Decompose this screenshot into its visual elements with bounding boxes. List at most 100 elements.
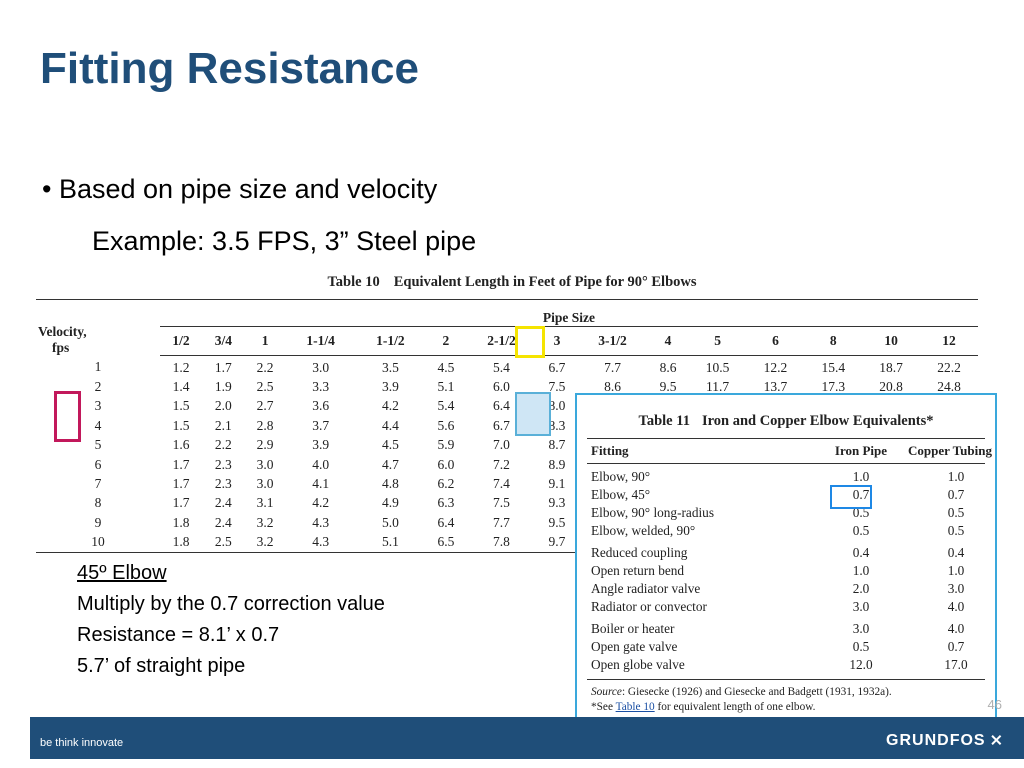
pipe-size-col-header: 5 — [688, 326, 747, 356]
length-cell: 5.6 — [437, 417, 455, 433]
iron-pipe-value: 0.5 — [852, 505, 870, 520]
iron-pipe-value: 0.4 — [852, 545, 870, 560]
pipe-size-col-header: 3/4 — [202, 326, 245, 356]
length-cell: 3.5 — [381, 359, 399, 375]
length-cell: 8.6 — [604, 379, 621, 395]
length-cell: 9.1 — [548, 476, 566, 492]
pipe-size-col-header: 10 — [862, 326, 921, 356]
pipe-size-col-header: 1 — [244, 326, 286, 356]
length-cell: 24.8 — [937, 379, 961, 395]
length-cell: 4.0 — [312, 456, 330, 472]
table11-row: Open return bend 1.0 1.0 — [591, 563, 985, 581]
length-cell: 7.8 — [493, 534, 510, 550]
copper-tubing-value: 1.0 — [947, 469, 965, 484]
length-cell: 7.7 — [604, 359, 621, 375]
length-cell: 2.8 — [256, 417, 274, 433]
fitting-name: Open globe valve — [591, 657, 685, 672]
table11-header-iron: Iron Pipe — [834, 443, 888, 458]
length-cell: 3.3 — [312, 379, 330, 395]
length-cell: 3.6 — [312, 398, 330, 414]
length-cell: 9.7 — [548, 534, 566, 550]
length-cell: 4.3 — [312, 514, 330, 530]
fitting-name: Elbow, 90° long-radius — [591, 505, 715, 520]
copper-tubing-value: 3.0 — [947, 581, 965, 596]
length-cell: 17.3 — [821, 379, 846, 395]
table-row: 7 1.7 2.3 3.0 4.1 4.8 6.2 7.4 9.1 — [36, 474, 978, 493]
velocity-header-label: Velocity, — [38, 323, 87, 339]
velocity-header: Velocity, fps — [36, 300, 160, 356]
length-cell: 4.5 — [381, 437, 399, 453]
velocity-cell: 9 — [94, 514, 102, 530]
length-cell: 6.7 — [548, 359, 566, 375]
iron-pipe-value: 0.5 — [852, 523, 870, 538]
iron-pipe-value: 0.5 — [852, 639, 870, 654]
pipe-size-col-header: 3-1/2 — [577, 326, 648, 356]
length-cell: 7.7 — [493, 514, 510, 530]
table11-row: Elbow, 90° long-radius 0.5 0.5 — [591, 505, 985, 523]
length-cell: 4.8 — [381, 476, 399, 492]
length-cell: 2.4 — [214, 514, 232, 530]
length-cell: 18.7 — [879, 359, 903, 375]
table10-link[interactable]: Table 10 — [615, 701, 655, 713]
length-cell: 2.4 — [214, 495, 232, 511]
table11-row: Open globe valve 12.0 17.0 — [591, 657, 985, 675]
brand-name: GRUNDFOS — [886, 732, 986, 749]
table11-header-copper: Copper Tubing — [908, 443, 992, 458]
length-cell: 7.5 — [548, 379, 566, 395]
length-cell: 9.5 — [659, 379, 677, 395]
slide-title: Fitting Resistance — [40, 44, 419, 93]
elbow-equivalent-length-table: Velocity, fps Pipe Size 1/2 3/4 1 1-1/4 1-1/… — [36, 299, 978, 553]
pipe-size-col-header: 6 — [746, 326, 805, 356]
footnote-suffix: for equivalent length of one elbow. — [654, 701, 816, 713]
length-cell: 5.4 — [493, 359, 510, 375]
length-cell: 1.8 — [172, 514, 190, 530]
length-cell: 6.0 — [493, 379, 510, 395]
length-cell: 4.3 — [312, 534, 330, 550]
table10-caption: Table 10 Equivalent Length in Feet of Pip… — [0, 274, 1024, 291]
length-cell: 8.3 — [548, 417, 566, 433]
length-cell: 9.3 — [548, 495, 566, 511]
length-cell: 20.8 — [879, 379, 903, 395]
bullet-point: • Based on pipe size and velocity — [42, 174, 438, 204]
length-cell: 5.1 — [381, 534, 399, 550]
velocity-cell: 10 — [91, 534, 105, 550]
iron-pipe-value: 1.0 — [852, 563, 870, 578]
table11-caption: Table 11 Iron and Copper Elbow Equivalent… — [577, 413, 995, 430]
copper-tubing-value: 0.7 — [947, 487, 965, 502]
length-cell: 1.2 — [172, 359, 190, 375]
table11-bottom-rule — [587, 679, 985, 680]
length-cell: 6.2 — [437, 476, 455, 492]
fitting-name: Angle radiator valve — [591, 581, 701, 596]
pipe-size-col-header: 8 — [804, 326, 863, 356]
length-cell: 6.5 — [437, 534, 455, 550]
length-cell: 1.7 — [172, 476, 190, 492]
table11-header-fitting: Fitting — [591, 443, 629, 458]
length-cell: 4.9 — [381, 495, 399, 511]
table11-header-row: Fitting Iron Pipe Copper Tubing — [587, 438, 992, 464]
length-cell: 6.0 — [437, 456, 455, 472]
length-cell: 7.0 — [493, 437, 510, 453]
length-cell: 1.5 — [172, 417, 190, 433]
copper-tubing-value: 0.4 — [947, 545, 965, 560]
length-cell: 13.7 — [763, 379, 788, 395]
note-line-3: 5.7’ of straight pipe — [77, 655, 246, 677]
length-cell: 2.5 — [214, 534, 232, 550]
length-cell: 9.5 — [548, 514, 566, 530]
table10-caption-number: Table 10 — [327, 274, 380, 290]
example-line: Example: 3.5 FPS, 3” Steel pipe — [92, 226, 477, 256]
table11-row: Boiler or heater 3.0 4.0 — [591, 621, 985, 639]
iron-pipe-value: 12.0 — [849, 657, 873, 672]
iron-pipe-value: 2.0 — [852, 581, 870, 596]
length-cell: 3.0 — [256, 476, 274, 492]
fitting-name: Open return bend — [591, 563, 685, 578]
length-cell: 3.0 — [312, 359, 330, 375]
table-row: 8 1.7 2.4 3.1 4.2 4.9 6.3 7.5 9.3 — [36, 494, 978, 513]
length-cell: 5.1 — [437, 379, 455, 395]
pipe-size-col-header: 1-1/2 — [355, 326, 426, 356]
length-cell: 2.0 — [214, 398, 232, 414]
length-cell: 2.5 — [256, 379, 274, 395]
fitting-name: Boiler or heater — [591, 621, 675, 636]
length-cell: 3.7 — [312, 417, 330, 433]
length-cell: 8.0 — [548, 398, 566, 414]
pipe-size-col-header: 3 — [536, 326, 578, 356]
